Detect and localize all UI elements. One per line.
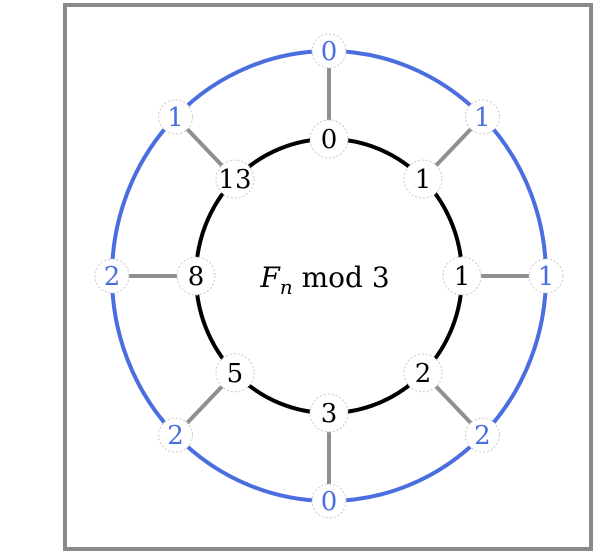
inner-node-label: 1 [454, 262, 471, 292]
inner-node: 8 [176, 256, 216, 296]
inner-node-circle [442, 256, 482, 296]
inner-node-circle [309, 393, 349, 433]
title-subscript: n [280, 275, 293, 299]
title-rest: mod 3 [293, 261, 390, 294]
outer-node-circle [464, 99, 500, 135]
outer-node-circle [158, 99, 194, 135]
inner-node-circle [215, 159, 255, 199]
outer-node-label: 2 [167, 421, 184, 451]
outer-node-label: 0 [321, 487, 338, 517]
inner-node-label: 0 [321, 125, 338, 155]
outer-node-label: 0 [321, 37, 338, 67]
inner-node-circle [403, 353, 443, 393]
inner-node-label: 8 [188, 262, 205, 292]
outer-node-label: 1 [167, 103, 184, 133]
inner-node: 1 [403, 159, 443, 199]
outer-node-label: 2 [104, 262, 121, 292]
outer-node: 1 [464, 99, 500, 135]
outer-node: 1 [158, 99, 194, 135]
inner-node-label: 3 [321, 399, 338, 429]
inner-node: 5 [215, 353, 255, 393]
diagram-frame [63, 3, 593, 551]
inner-node-label: 13 [218, 165, 251, 195]
inner-node-circle [176, 256, 216, 296]
outer-node-label: 2 [474, 421, 491, 451]
inner-node: 1 [442, 256, 482, 296]
inner-node: 13 [215, 159, 255, 199]
inner-node: 2 [403, 353, 443, 393]
outer-node: 2 [94, 258, 130, 294]
inner-node-label: 2 [415, 359, 432, 389]
inner-node: 0 [309, 119, 349, 159]
outer-nodes: 0 1 1 2 0 2 2 1 [94, 33, 564, 519]
inner-node: 3 [309, 393, 349, 433]
inner-node-circle [309, 119, 349, 159]
outer-node-circle [464, 417, 500, 453]
title-variable: F [259, 261, 281, 294]
inner-nodes: 0 1 1 2 3 5 8 13 [176, 119, 482, 433]
outer-node-circle [94, 258, 130, 294]
outer-node: 1 [528, 258, 564, 294]
outer-node-circle [528, 258, 564, 294]
outer-node-circle [311, 483, 347, 519]
outer-node: 2 [464, 417, 500, 453]
inner-node-circle [403, 159, 443, 199]
outer-node-circle [311, 33, 347, 69]
outer-node: 0 [311, 33, 347, 69]
diagram-title: Fn mod 3 [259, 261, 389, 299]
inner-node-label: 5 [227, 359, 244, 389]
outer-node-label: 1 [538, 262, 555, 292]
inner-node-circle [215, 353, 255, 393]
inner-node-label: 1 [415, 165, 432, 195]
outer-node-circle [158, 417, 194, 453]
outer-node-label: 1 [474, 103, 491, 133]
outer-node: 0 [311, 483, 347, 519]
outer-node: 2 [158, 417, 194, 453]
